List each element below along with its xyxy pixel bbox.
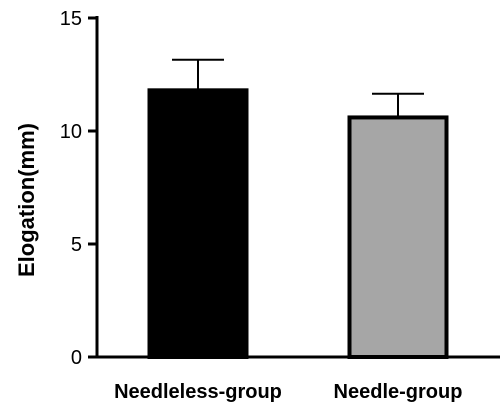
x-category-label: Needleless-group — [114, 381, 282, 403]
bars — [147, 88, 449, 359]
y-tick-label: 15 — [60, 8, 82, 30]
y-axis-title: Elogation(mm) — [14, 123, 39, 277]
bar-needle-group — [347, 115, 449, 359]
y-tick-label: 0 — [71, 347, 82, 369]
y-ticks: 0 5 10 15 — [60, 8, 97, 369]
x-category-labels: Needleless-group Needle-group — [114, 381, 462, 403]
x-category-label: Needle-group — [334, 381, 463, 403]
error-bars — [172, 58, 424, 118]
y-tick-label: 5 — [71, 234, 82, 256]
bar-needleless-group — [147, 88, 249, 359]
y-tick-label: 10 — [60, 121, 82, 143]
